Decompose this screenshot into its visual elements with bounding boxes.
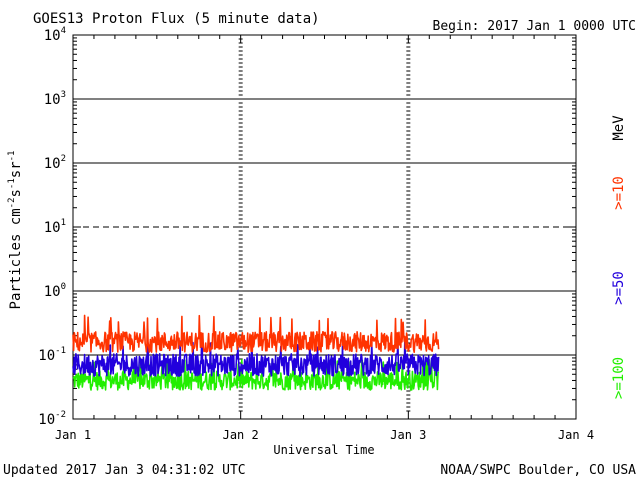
series-line-0: [72, 314, 440, 353]
legend-unit: MeV: [611, 115, 627, 141]
y-tick-label: 100: [44, 282, 66, 300]
x-tick-labels: Jan 1 Jan 2 Jan 3 Jan 4: [55, 428, 594, 442]
x-tick-label: Jan 2: [223, 428, 259, 442]
legend-ge50: >=50: [611, 271, 627, 305]
x-tick-label: Jan 1: [55, 428, 91, 442]
y-tick-label: 104: [44, 26, 66, 44]
y-tick-label: 10-2: [38, 410, 66, 428]
series-layer: [72, 314, 440, 391]
y-tick-labels: 10-2 10-1 100 101 102 103 104: [38, 26, 66, 428]
y-tick-label: 103: [44, 90, 66, 108]
y-tick-label: 101: [44, 218, 66, 236]
x-tick-label: Jan 4: [558, 428, 594, 442]
series-line-1: [72, 339, 440, 377]
updated-time: Updated 2017 Jan 3 04:31:02 UTC: [3, 463, 246, 478]
grid-layer: [72, 34, 577, 420]
y-axis-label: Particles cm-2s-1sr-1: [7, 151, 24, 310]
source-credit: NOAA/SWPC Boulder, CO USA: [440, 463, 636, 478]
begin-time: Begin: 2017 Jan 1 0000 UTC: [433, 19, 637, 34]
legend-ge100: >=100: [611, 357, 627, 399]
legend-ge10: >=10: [611, 176, 627, 210]
x-tick-label: Jan 3: [390, 428, 426, 442]
y-tick-label: 10-1: [38, 346, 66, 364]
chart-title: GOES13 Proton Flux (5 minute data): [33, 11, 320, 27]
x-axis-label: Universal Time: [273, 443, 374, 457]
y-tick-label: 102: [44, 154, 66, 172]
